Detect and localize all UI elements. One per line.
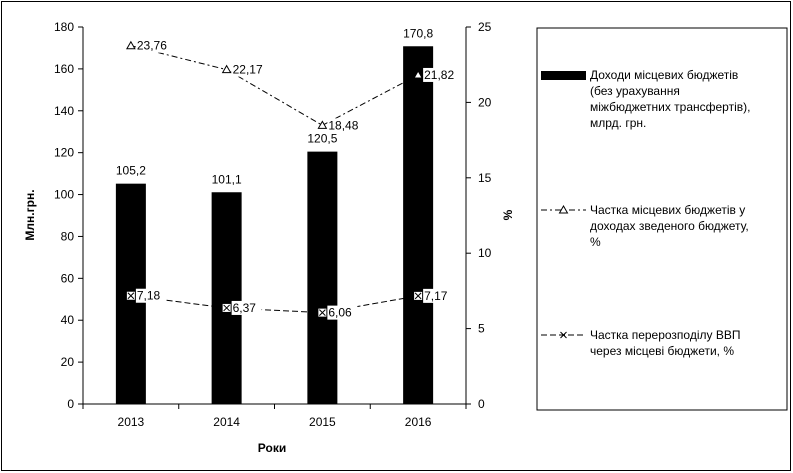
bar-value-label: 105,2 [116,164,146,178]
y-left-tick-label: 20 [61,355,75,369]
line-value-label: 6,06 [328,306,352,320]
y-left-tick-label: 80 [61,229,75,243]
triangle-marker [413,69,423,79]
x-marker [319,309,326,316]
legend-bar-symbol [541,71,586,80]
y-right-tick-label: 25 [478,20,492,34]
line-label-background [135,38,173,53]
line-label-background [327,305,358,320]
line-value-label: 6,37 [233,301,257,315]
y-left-tick-label: 160 [54,62,74,76]
line-label-background [423,288,454,303]
legend-triangle-marker [558,204,569,214]
y-right-tick-label: 15 [478,171,492,185]
line-label-background [231,300,262,315]
y-left-tick-label: 140 [54,104,74,118]
legend: Доходи місцевих бюджетів (без урахування м… [536,27,788,411]
triangle-marker [317,120,328,129]
x-tick-label: 2016 [405,415,432,429]
y-left-tick-label: 100 [54,188,74,202]
y-right-tick-label: 10 [478,246,492,260]
legend-x-marker [560,331,567,339]
legend-entry-text: Доходи місцевих бюджетів [590,68,738,82]
line-label-background [231,62,269,77]
ticks-group: 0 20 40 60 80 100 120 140 160 180 0 5 10 15 20 25 2013 20… [54,20,492,429]
line-value-label: 7,17 [424,289,448,303]
y-left-tick-label: 120 [54,146,74,160]
y-left-tick-label: 40 [61,313,75,327]
legend-entry-text: міжбюджетних трансфертів), [590,100,750,114]
legend-entry-text: через місцеві бюджети, % [590,344,734,358]
legend-box [536,27,788,411]
triangle-marker [126,40,136,50]
x-tick-label: 2013 [118,415,145,429]
x-marker [223,304,230,312]
y-left-tick-label: 60 [61,271,75,285]
bar-2014 [211,192,242,404]
x-axis-title: Роки [258,441,286,455]
series-line-gdp-share [130,295,419,314]
legend-entry-text: Частка перерозподілу ВВП [590,328,740,342]
legend-entry-text: % [590,235,601,249]
legend-entry-text: (без урахування [590,84,680,98]
series-line-budget-share [130,45,419,126]
line-value-label: 22,17 [233,63,263,77]
line-value-label: 21,82 [424,68,454,82]
bar-2016 [403,46,434,404]
data-labels-group: 105,2 101,1 120,5 170,8 23,76 22,17 18,48 21,82… [116,26,461,320]
x-tick-label: 2014 [213,415,240,429]
x-marker [127,292,135,300]
y-axis-left-title: Млн.грн. [23,189,37,240]
line-label-background [135,288,166,303]
y-left-tick-label: 0 [67,397,74,411]
y-right-tick-label: 20 [478,95,492,109]
legend-entry-text: Частка місцевих бюджетів у [590,203,745,217]
x-tick-label: 2015 [309,415,336,429]
legend-entry-text: млрд. грн. [590,116,646,130]
y-right-tick-label: 0 [478,397,485,411]
triangle-marker [221,64,232,74]
legend-entry-text: доходах зведеного бюджету, [590,219,749,233]
bar-value-label: 101,1 [212,172,242,186]
bars-group [115,46,434,404]
line-label-background [423,67,461,82]
bar-value-label: 170,8 [403,26,433,40]
line-value-label: 23,76 [137,39,167,53]
line-value-label: 18,48 [328,118,358,132]
line-label-background [327,118,365,133]
y-right-tick-label: 5 [478,322,485,336]
bar-2015 [307,151,338,404]
line-value-label: 7,18 [137,289,161,303]
lines-group [126,40,423,317]
bar-value-label: 120,5 [307,132,337,146]
y-axis-right-title: % [501,209,515,220]
y-left-tick-label: 180 [54,20,74,34]
x-marker [414,292,422,300]
